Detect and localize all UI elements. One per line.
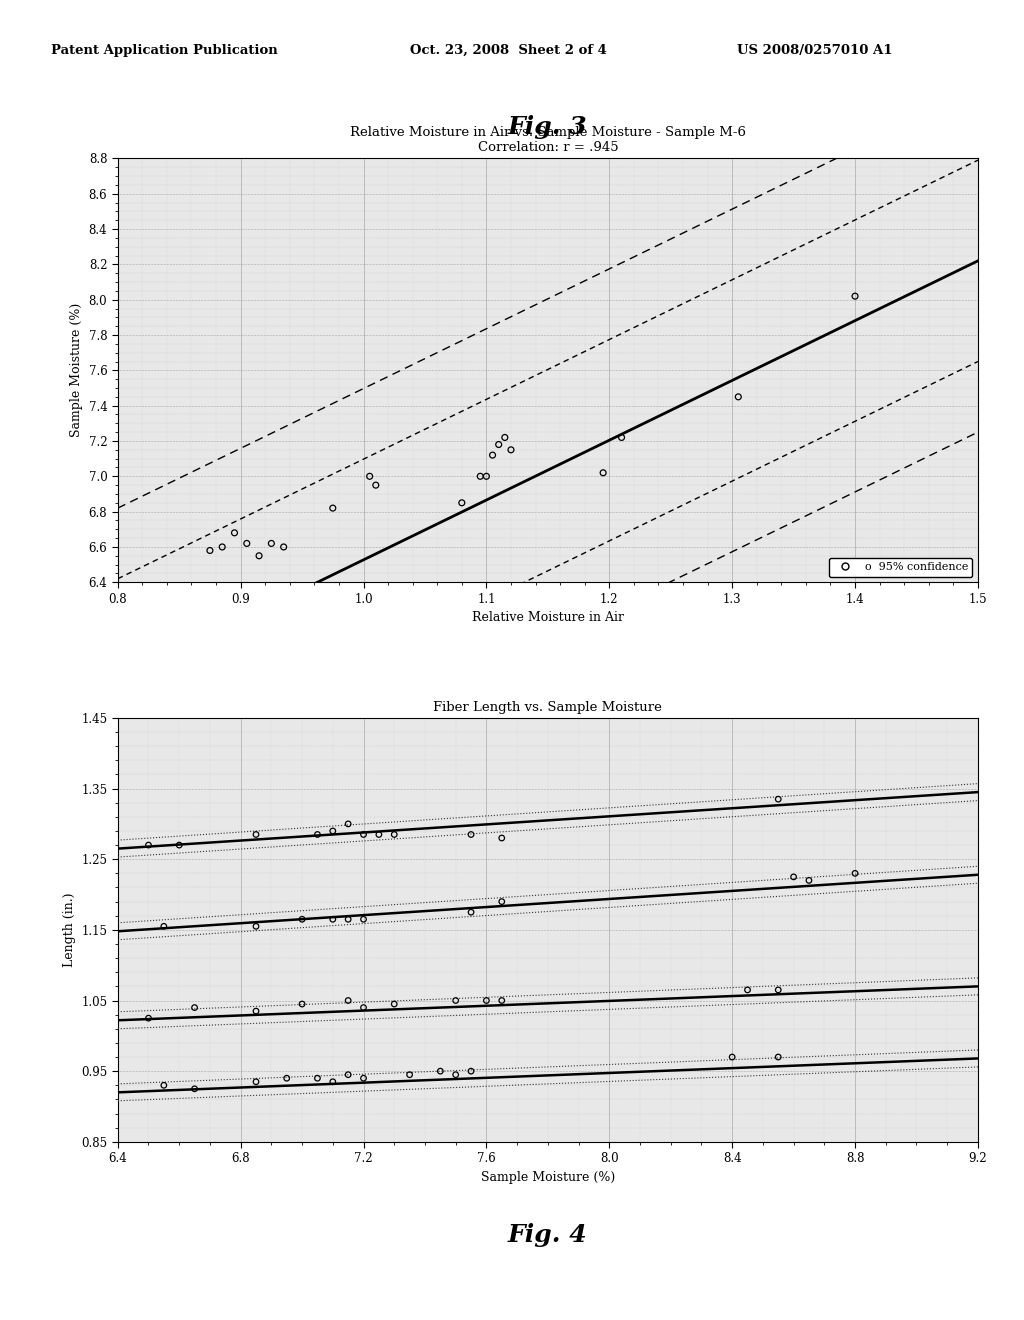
Title: Fiber Length vs. Sample Moisture: Fiber Length vs. Sample Moisture (433, 701, 663, 714)
Point (248, 1072, 264, 1093)
Point (251, 545, 267, 566)
Point (463, 824, 479, 845)
Point (490, 434, 507, 455)
Point (340, 1064, 356, 1085)
Point (248, 824, 264, 845)
Point (294, 908, 310, 929)
Point (325, 908, 341, 929)
Title: Relative Moisture in Air vs. Sample Moisture - Sample M-6
Correlation: r = .945: Relative Moisture in Air vs. Sample Mois… (350, 127, 745, 154)
Point (478, 466, 495, 487)
Point (847, 285, 863, 306)
Point (368, 475, 384, 496)
Y-axis label: Sample Moisture (%): Sample Moisture (%) (70, 304, 83, 437)
Point (613, 426, 630, 447)
Point (386, 824, 402, 845)
Point (432, 1060, 449, 1081)
Point (801, 870, 817, 891)
Point (770, 979, 786, 1001)
Point (340, 813, 356, 834)
Text: Oct. 23, 2008  Sheet 2 of 4: Oct. 23, 2008 Sheet 2 of 4 (410, 44, 606, 57)
Text: Fig. 4: Fig. 4 (508, 1224, 588, 1247)
Point (186, 997, 203, 1018)
Point (140, 834, 157, 855)
Point (355, 1068, 372, 1089)
X-axis label: Relative Moisture in Air: Relative Moisture in Air (472, 611, 624, 624)
Point (325, 1072, 341, 1093)
Y-axis label: Length (in.): Length (in.) (62, 892, 76, 968)
Point (140, 1007, 157, 1028)
Point (355, 997, 372, 1018)
Point (503, 440, 519, 461)
Point (785, 866, 802, 887)
Point (454, 492, 470, 513)
Point (724, 1047, 740, 1068)
Point (325, 821, 341, 842)
Point (263, 533, 280, 554)
Point (275, 536, 292, 557)
Point (355, 824, 372, 845)
Point (214, 536, 230, 557)
Point (730, 387, 746, 408)
Point (494, 891, 510, 912)
Point (371, 824, 387, 845)
Point (156, 1074, 172, 1096)
Point (171, 834, 187, 855)
Point (340, 908, 356, 929)
Point (478, 990, 495, 1011)
Point (770, 788, 786, 809)
Point (309, 1068, 326, 1089)
Point (386, 994, 402, 1015)
Point (484, 445, 501, 466)
Point (463, 1060, 479, 1081)
Point (279, 1068, 295, 1089)
Point (497, 426, 513, 447)
Legend: o  95% confidence: o 95% confidence (829, 558, 973, 577)
Point (847, 863, 863, 884)
Point (186, 1078, 203, 1100)
Point (472, 466, 488, 487)
Point (239, 533, 255, 554)
Point (248, 1001, 264, 1022)
Point (463, 902, 479, 923)
Point (739, 979, 756, 1001)
Point (202, 540, 218, 561)
X-axis label: Sample Moisture (%): Sample Moisture (%) (480, 1171, 615, 1184)
Text: Fig. 3: Fig. 3 (508, 115, 588, 139)
Text: Patent Application Publication: Patent Application Publication (51, 44, 278, 57)
Point (447, 990, 464, 1011)
Point (294, 994, 310, 1015)
Text: US 2008/0257010 A1: US 2008/0257010 A1 (737, 44, 893, 57)
Point (340, 990, 356, 1011)
Point (770, 1047, 786, 1068)
Point (309, 824, 326, 845)
Point (401, 1064, 418, 1085)
Point (494, 990, 510, 1011)
Point (325, 498, 341, 519)
Point (226, 523, 243, 544)
Point (494, 828, 510, 849)
Point (248, 916, 264, 937)
Point (595, 462, 611, 483)
Point (355, 908, 372, 929)
Point (447, 1064, 464, 1085)
Point (156, 916, 172, 937)
Point (361, 466, 378, 487)
